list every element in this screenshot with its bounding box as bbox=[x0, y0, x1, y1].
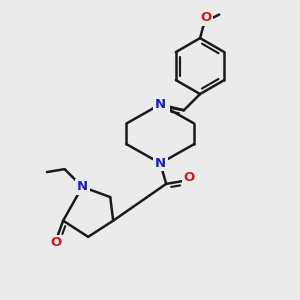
Text: O: O bbox=[157, 98, 168, 111]
Text: N: N bbox=[155, 98, 166, 111]
Text: O: O bbox=[200, 11, 211, 24]
Text: N: N bbox=[77, 180, 88, 193]
Text: O: O bbox=[50, 236, 61, 249]
Text: N: N bbox=[155, 157, 166, 170]
Text: O: O bbox=[184, 172, 195, 184]
